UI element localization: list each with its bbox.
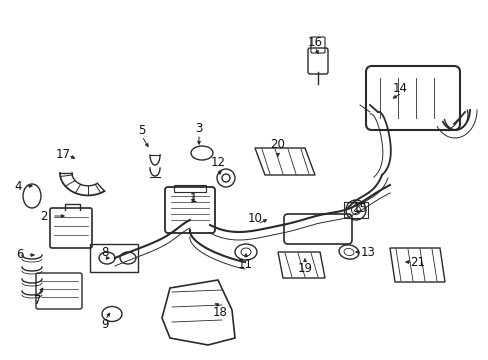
Text: 7: 7 [34, 293, 41, 306]
Bar [174, 185, 205, 192]
Text: 16: 16 [307, 36, 322, 49]
Text: 9: 9 [101, 319, 108, 332]
Text: 20: 20 [270, 139, 285, 152]
Text: 15: 15 [352, 202, 366, 215]
Bar [343, 202, 367, 218]
Text: 1: 1 [189, 192, 196, 204]
Text: 12: 12 [210, 156, 225, 168]
Text: 17: 17 [55, 148, 70, 162]
Text: 10: 10 [247, 211, 262, 225]
Text: 13: 13 [360, 246, 375, 258]
Text: 3: 3 [195, 122, 202, 135]
Text: 8: 8 [101, 246, 108, 258]
Bar [90, 244, 138, 272]
Text: 11: 11 [237, 258, 252, 271]
Text: 2: 2 [40, 210, 48, 222]
Text: 19: 19 [297, 261, 312, 274]
Text: 14: 14 [392, 81, 407, 94]
Text: 4: 4 [14, 180, 21, 193]
Text: 18: 18 [212, 306, 227, 319]
Text: 5: 5 [138, 123, 145, 136]
Text: 21: 21 [409, 256, 425, 269]
Text: 6: 6 [16, 248, 24, 261]
